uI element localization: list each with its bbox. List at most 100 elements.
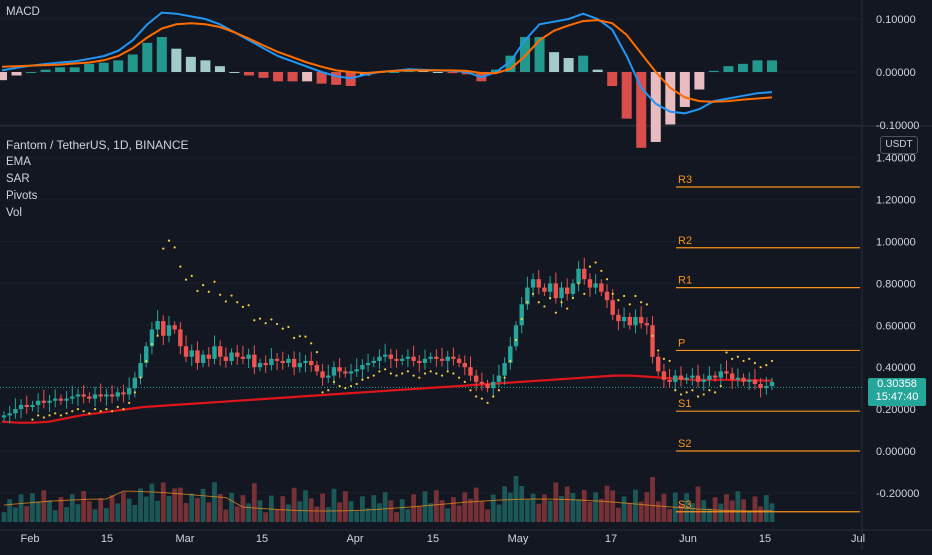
sar-dot bbox=[418, 376, 421, 379]
volume-bar bbox=[456, 505, 462, 522]
candle-body bbox=[195, 350, 200, 364]
indicator-pivots[interactable]: Pivots bbox=[6, 190, 38, 202]
currency-badge[interactable]: USDT bbox=[880, 136, 918, 154]
price-y-tick: -0.20000 bbox=[876, 488, 919, 500]
macd-histogram-bar bbox=[679, 72, 690, 107]
indicator-vol[interactable]: Vol bbox=[6, 207, 22, 219]
volume-bar bbox=[251, 483, 257, 522]
sar-dot bbox=[298, 335, 301, 338]
volume-bar bbox=[604, 485, 610, 522]
sar-dot bbox=[628, 303, 631, 306]
candle-body bbox=[331, 367, 337, 376]
volume-bar bbox=[473, 487, 479, 522]
sar-dot bbox=[344, 387, 347, 390]
sar-dot bbox=[264, 322, 267, 325]
macd-histogram-bar bbox=[171, 48, 182, 72]
candle-body bbox=[144, 346, 149, 364]
sar-dot bbox=[207, 290, 210, 293]
sar-dot bbox=[133, 391, 136, 394]
indicator-sar[interactable]: SAR bbox=[6, 173, 30, 185]
volume-bar bbox=[707, 508, 712, 522]
volume-bar bbox=[143, 496, 149, 522]
candle-body bbox=[314, 365, 320, 372]
sar-dot bbox=[514, 338, 518, 342]
candle-body bbox=[582, 268, 587, 280]
macd-histogram-bar bbox=[98, 62, 109, 72]
candle-body bbox=[320, 371, 325, 378]
volume-bar bbox=[735, 491, 741, 522]
sar-dot bbox=[566, 307, 569, 310]
candle-body bbox=[729, 373, 735, 380]
candle-body bbox=[172, 325, 177, 330]
volume-bar bbox=[325, 507, 331, 522]
candle-body bbox=[212, 346, 217, 359]
sar-dot bbox=[327, 389, 330, 392]
sar-dot bbox=[173, 246, 176, 249]
sar-dot bbox=[167, 239, 171, 242]
candle-body bbox=[75, 394, 81, 397]
sar-dot bbox=[48, 414, 51, 417]
macd-histogram-bar bbox=[302, 72, 313, 82]
volume-bar bbox=[69, 494, 75, 522]
macd-histogram-bar bbox=[316, 72, 327, 84]
candle-body bbox=[104, 394, 109, 397]
volume-bar bbox=[177, 487, 183, 522]
macd-histogram-bar bbox=[273, 72, 284, 82]
sar-dot bbox=[162, 247, 165, 250]
sar-dot bbox=[742, 359, 745, 363]
volume-bar bbox=[18, 494, 24, 522]
macd-histogram-bar bbox=[40, 69, 51, 72]
volume-bar bbox=[684, 493, 690, 522]
sar-dot bbox=[287, 325, 290, 329]
candle-body bbox=[189, 350, 194, 357]
candle-body bbox=[388, 354, 394, 359]
pivot-label-r3: R3 bbox=[678, 174, 692, 186]
sar-dot bbox=[770, 359, 774, 363]
candle-body bbox=[525, 287, 530, 305]
volume-bar bbox=[650, 477, 655, 522]
symbol-title[interactable]: Fantom / TetherUS, 1D, BINANCE bbox=[6, 138, 189, 152]
volume-bar bbox=[132, 505, 138, 522]
sar-dot bbox=[560, 301, 563, 304]
sar-dot bbox=[145, 359, 148, 363]
candle-body bbox=[354, 369, 359, 372]
volume-bar bbox=[746, 511, 752, 522]
sar-dot bbox=[31, 418, 34, 421]
candle-body bbox=[456, 358, 462, 364]
candle-body bbox=[513, 325, 519, 347]
macd-histogram-bar bbox=[636, 72, 647, 148]
volume-bar bbox=[388, 500, 394, 522]
volume-bar bbox=[189, 493, 195, 522]
volume-bar bbox=[496, 504, 502, 522]
volume-bar bbox=[752, 496, 758, 522]
candle-body bbox=[360, 365, 365, 370]
signal-line bbox=[1, 19, 773, 103]
sar-dot bbox=[725, 351, 728, 354]
candle-body bbox=[735, 377, 741, 380]
macd-histogram-bar bbox=[55, 67, 66, 72]
volume-bar bbox=[348, 501, 354, 522]
volume-bar bbox=[610, 490, 616, 522]
volume-bar bbox=[542, 494, 547, 522]
candle-body bbox=[491, 381, 496, 389]
volume-bar bbox=[126, 498, 132, 522]
volume-bar bbox=[75, 504, 81, 522]
volume-bar bbox=[519, 486, 525, 522]
sar-dot bbox=[440, 374, 444, 377]
macd-histogram-bar bbox=[84, 63, 95, 72]
candle-body bbox=[121, 392, 126, 395]
volume-bar bbox=[394, 512, 399, 522]
candle-body bbox=[240, 356, 246, 359]
candle-body bbox=[559, 287, 564, 299]
volume-bar bbox=[30, 493, 35, 522]
sar-dot bbox=[128, 401, 131, 404]
price-y-tick: 0.80000 bbox=[876, 278, 916, 290]
indicator-ema[interactable]: EMA bbox=[6, 156, 31, 168]
volume-bar bbox=[286, 504, 291, 522]
sar-dot bbox=[37, 414, 40, 417]
macd-histogram-bar bbox=[708, 70, 719, 72]
volume-bar bbox=[377, 503, 382, 522]
sar-dot bbox=[765, 364, 768, 367]
